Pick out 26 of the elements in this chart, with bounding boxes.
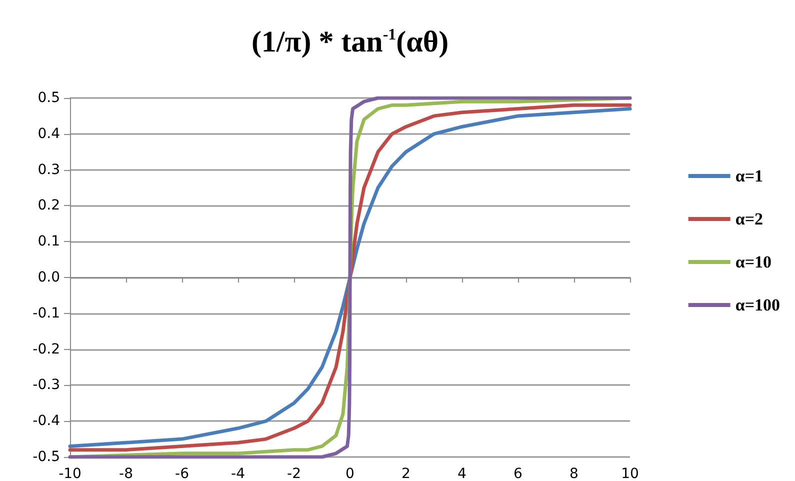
x-tick-label: -6 <box>175 466 190 481</box>
y-tick-label: 0.2 <box>38 198 60 214</box>
x-tick-label: -8 <box>119 466 133 481</box>
y-tick-label: 0.3 <box>38 162 60 178</box>
y-tick-label: 0.0 <box>38 270 60 286</box>
x-tick-label: -4 <box>231 466 246 481</box>
x-tick-label: 10 <box>621 466 639 481</box>
legend-label: α=10 <box>735 252 772 272</box>
legend-label: α=100 <box>735 296 780 314</box>
x-tick-label: -2 <box>287 466 301 481</box>
y-tick-label: 0.4 <box>38 126 60 142</box>
y-tick-label: -0.5 <box>32 449 60 465</box>
x-tick-label: 2 <box>402 466 410 481</box>
y-tick-label: -0.2 <box>32 341 60 358</box>
x-tick-label: -10 <box>58 466 82 481</box>
x-tick-label: 6 <box>514 466 523 481</box>
x-tick-label: 4 <box>458 466 467 481</box>
y-tick-label: -0.1 <box>32 305 60 322</box>
x-tick-label: 8 <box>570 466 578 481</box>
legend-label: α=2 <box>735 210 764 228</box>
y-tick-label: 0.5 <box>38 90 60 106</box>
x-tick-label: 0 <box>346 466 354 481</box>
legend-label: α=1 <box>735 166 764 186</box>
y-tick-label: 0.1 <box>38 234 60 250</box>
y-tick-label: -0.3 <box>32 377 60 394</box>
y-tick-label: -0.4 <box>32 413 60 430</box>
